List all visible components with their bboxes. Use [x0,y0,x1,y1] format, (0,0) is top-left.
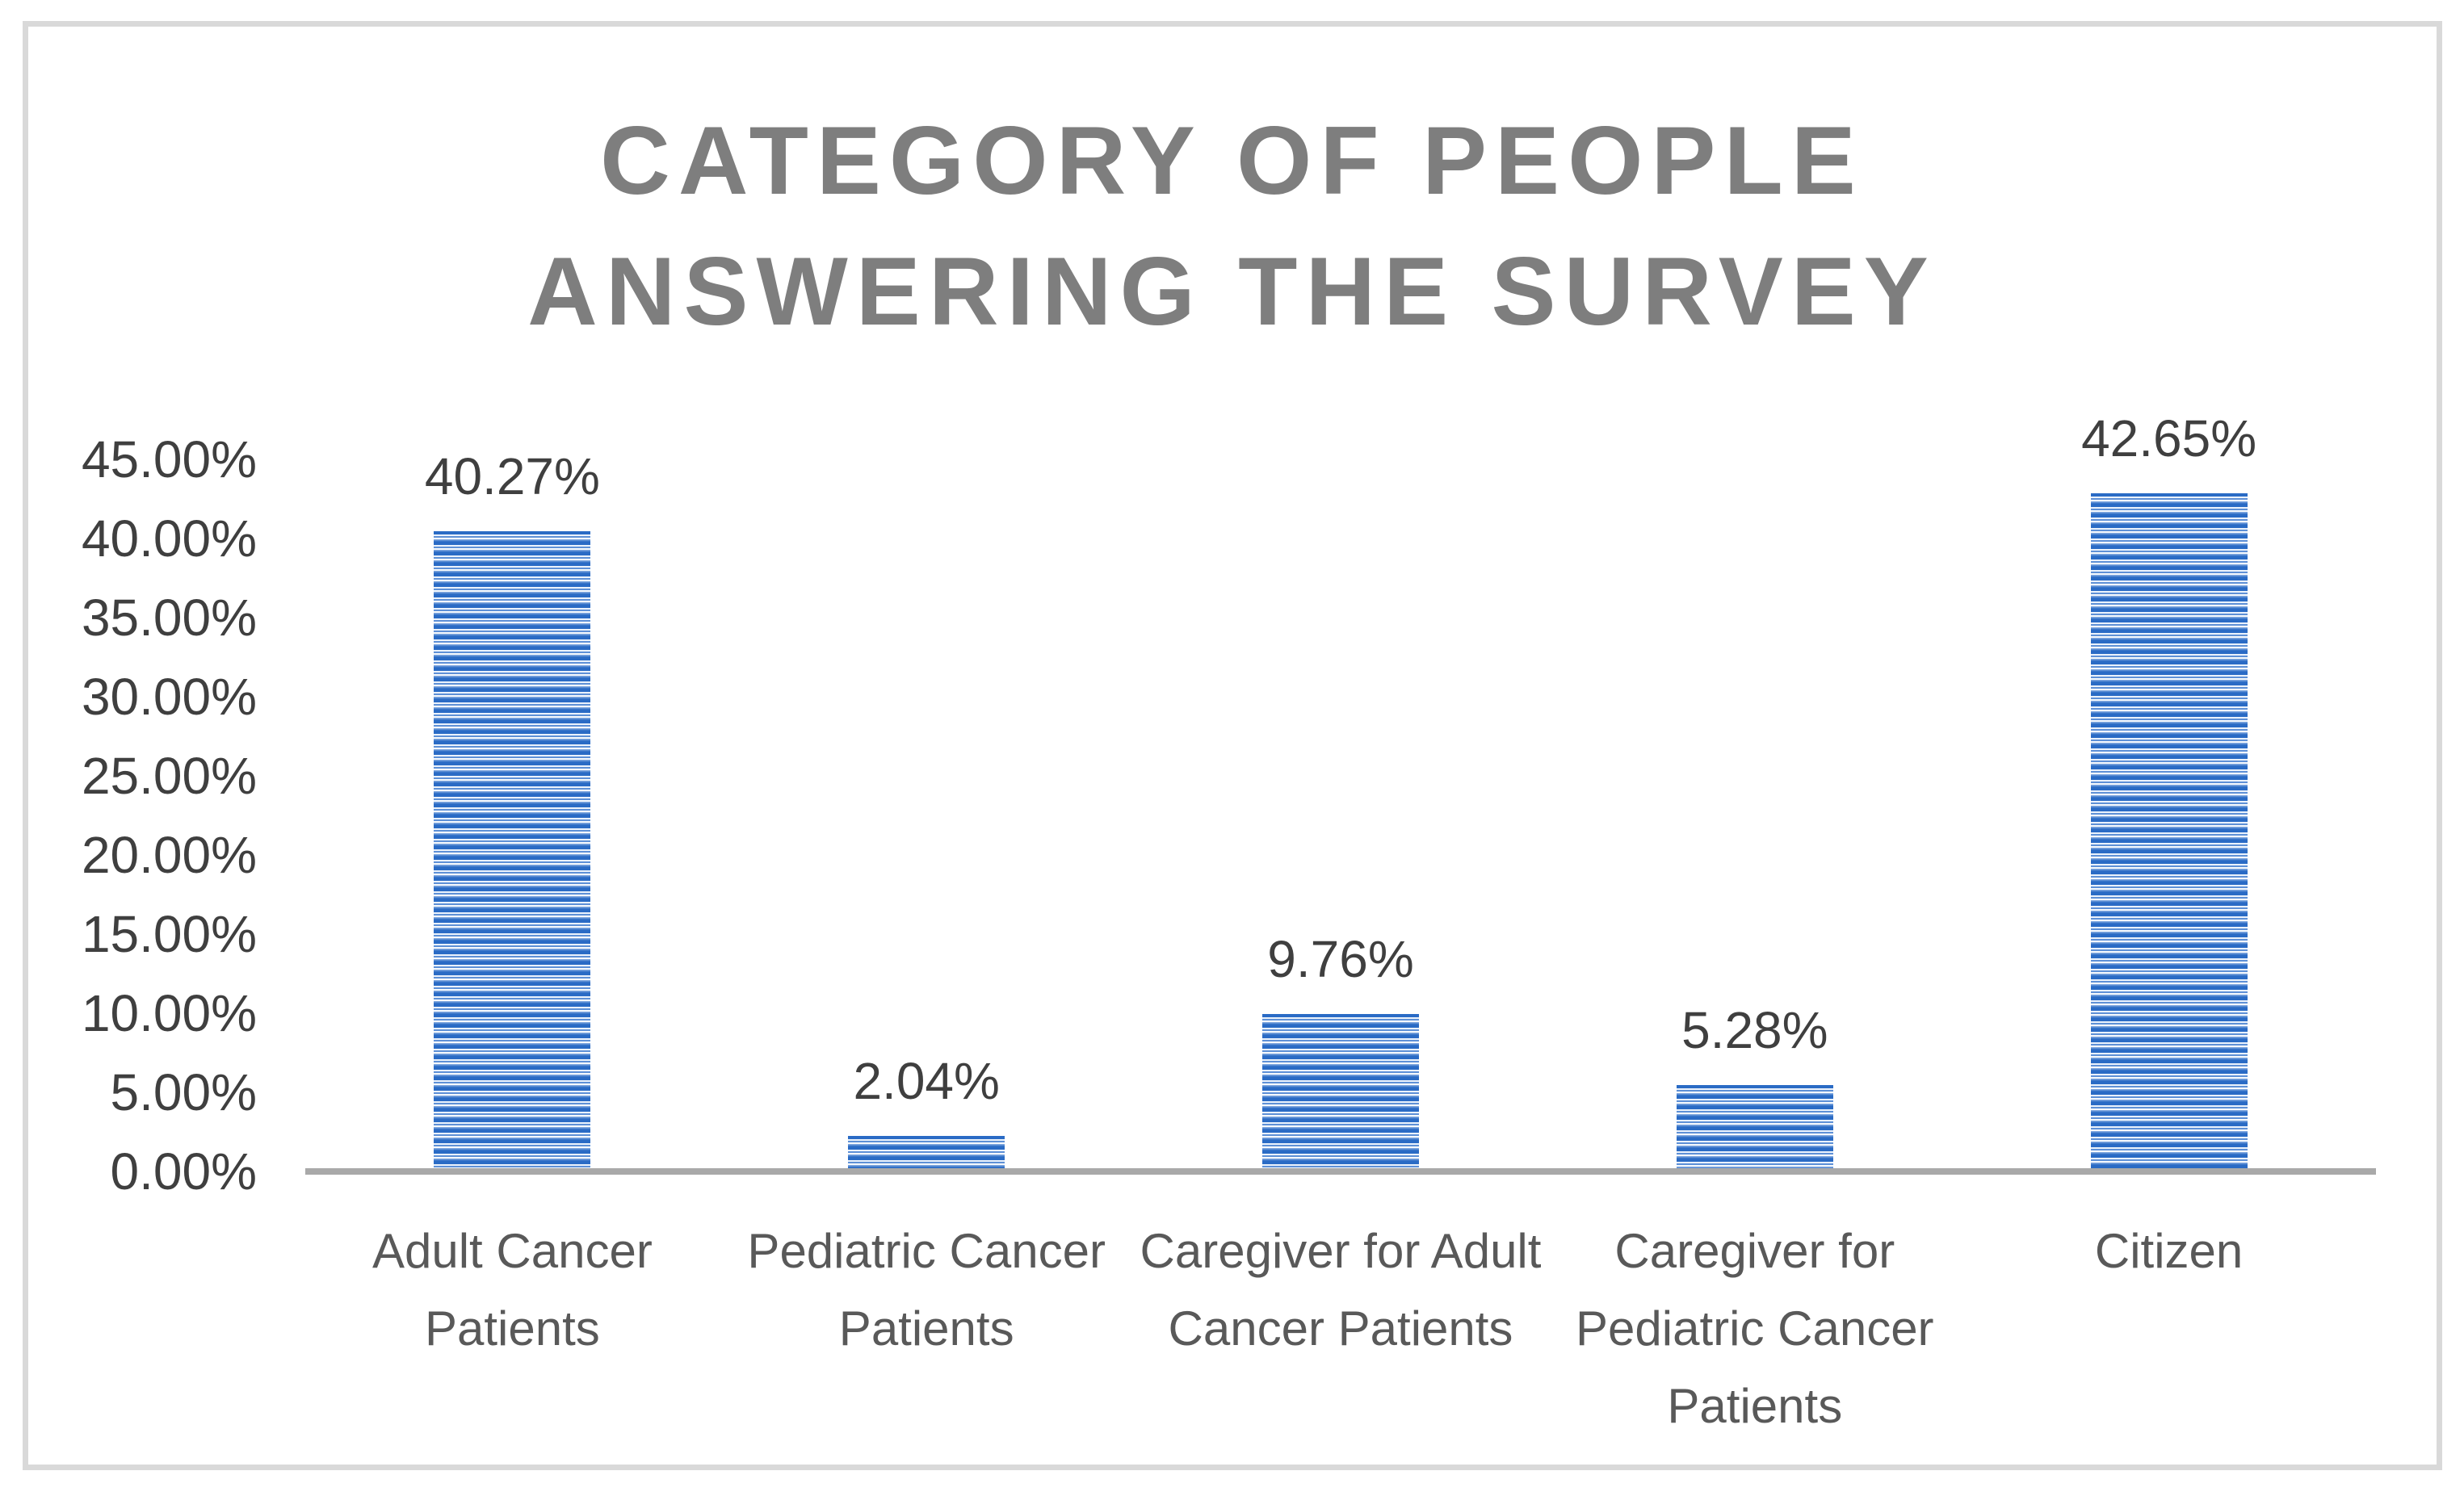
bar-value-label: 2.04% [853,1052,1000,1110]
bar [1262,1014,1419,1168]
x-category-label: Caregiver for Adult Cancer Patients [1140,1224,1542,1356]
x-axis-line [305,1168,2376,1175]
y-tick-label: 30.00% [81,668,257,726]
x-category-label: Pediatric Cancer Patients [747,1224,1106,1356]
chart-frame [23,21,2442,1470]
bar-value-label: 40.27% [424,447,600,505]
bar [848,1136,1005,1168]
y-tick-label: 0.00% [110,1142,257,1201]
chart-title-line-1: CATEGORY OF PEOPLE [600,107,1864,215]
chart-title: CATEGORY OF PEOPLE ANSWERING THE SURVEY [0,95,2464,357]
y-tick-label: 25.00% [81,747,257,805]
x-category-label: Adult Cancer Patients [371,1224,653,1356]
y-tick-label: 45.00% [81,430,257,488]
bar-value-label: 42.65% [2081,409,2257,467]
y-tick-label: 40.00% [81,509,257,568]
y-tick-label: 20.00% [81,826,257,884]
x-category-label: Citizen [2094,1224,2244,1278]
y-tick-label: 35.00% [81,589,257,647]
bar [2090,493,2248,1168]
bar [1676,1085,1833,1168]
y-tick-label: 15.00% [81,905,257,963]
chart-title-line-2: ANSWERING THE SURVEY [527,237,1937,346]
bar [434,531,591,1168]
bar-value-label: 9.76% [1267,930,1414,988]
bar-value-label: 5.28% [1681,1001,1828,1059]
y-tick-label: 10.00% [81,984,257,1042]
y-tick-label: 5.00% [110,1063,257,1121]
x-category-label: Caregiver for Pediatric Cancer Patients [1576,1224,1934,1433]
